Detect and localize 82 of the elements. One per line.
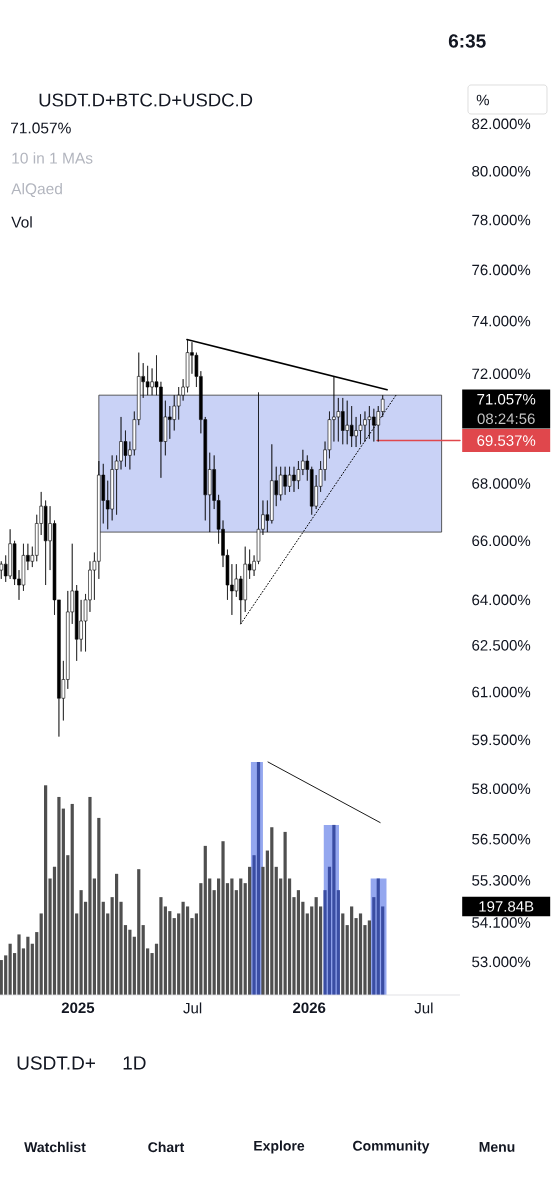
candlestick xyxy=(145,365,150,396)
text: Explore xyxy=(254,1140,305,1154)
bar xyxy=(88,796,92,995)
bar xyxy=(26,936,30,995)
bar xyxy=(137,869,141,995)
bar xyxy=(367,920,371,995)
y-tick-label: 66.000% xyxy=(472,535,531,547)
bar xyxy=(270,827,274,995)
bar xyxy=(283,831,287,995)
y-tick-label: 61.000% xyxy=(472,686,531,698)
bar xyxy=(159,897,163,995)
bar xyxy=(17,934,21,995)
x-tick-label: 2025 xyxy=(61,1002,95,1014)
bar xyxy=(8,943,12,995)
chart-subtitle: 71.057% xyxy=(11,122,71,134)
bar xyxy=(239,878,243,995)
bar xyxy=(314,897,318,995)
y-tick-label: 59.500% xyxy=(472,734,531,746)
y-tick-label: 56.500% xyxy=(472,833,531,845)
candlestick xyxy=(367,405,372,440)
x-tick-label: Jul xyxy=(414,1002,433,1014)
bar xyxy=(310,906,314,995)
annotation: 10 in 1 MAs xyxy=(12,152,93,164)
text: Menu xyxy=(479,1142,515,1152)
text: 1D xyxy=(123,1056,146,1070)
bar xyxy=(101,901,105,995)
y-tick-label: 82.000% xyxy=(472,118,531,130)
y-tick-label: 72.000% xyxy=(472,368,531,380)
bar xyxy=(79,890,83,995)
text: USDT.D+ xyxy=(17,1056,95,1070)
y-tick-label: 74.000% xyxy=(472,315,531,327)
bar xyxy=(4,955,8,995)
text: % xyxy=(476,94,489,106)
bar xyxy=(221,841,225,995)
bar xyxy=(114,873,119,995)
y-tick-label: 68.000% xyxy=(472,478,531,489)
candlestick xyxy=(358,413,363,445)
bar xyxy=(141,925,145,995)
bar xyxy=(350,906,354,995)
bar xyxy=(70,803,74,995)
bar xyxy=(97,817,101,995)
bar xyxy=(332,824,336,995)
bar xyxy=(376,878,380,995)
y-tick-label: 80.000% xyxy=(472,165,531,177)
bar xyxy=(177,913,181,995)
text: 08:24:56 xyxy=(477,413,535,425)
bar xyxy=(341,913,345,995)
text: 6:35 xyxy=(448,34,486,48)
bar xyxy=(44,785,48,995)
annotation: AlQaed xyxy=(11,182,62,198)
y-tick-label: 76.000% xyxy=(472,264,531,276)
bar xyxy=(185,906,190,995)
text: Watchlist xyxy=(24,1141,86,1153)
y-tick-label: 55.300% xyxy=(472,875,531,886)
bar xyxy=(358,913,363,995)
bar xyxy=(128,929,132,995)
y-tick-label: 78.000% xyxy=(472,214,531,226)
bar xyxy=(296,890,301,995)
bar xyxy=(57,796,61,995)
bar xyxy=(230,878,234,995)
y-tick-label: 54.100% xyxy=(472,917,531,928)
bar xyxy=(203,845,207,995)
y-tick-label: 64.000% xyxy=(472,594,531,606)
bar xyxy=(199,883,203,995)
text: Community xyxy=(353,1140,430,1154)
bar xyxy=(35,932,39,995)
bar xyxy=(181,901,185,995)
text: 71.057% xyxy=(477,393,536,405)
chart-title: USDT.D+BTC.D+USDC.D xyxy=(39,93,253,107)
bar xyxy=(274,866,278,995)
annotation: Vol xyxy=(11,216,32,228)
data-label: 69.537% xyxy=(477,435,536,446)
bar xyxy=(248,866,252,995)
candlestick xyxy=(287,466,292,493)
text: Chart xyxy=(148,1141,185,1153)
y-tick-label: 53.000% xyxy=(472,956,531,968)
text: 197.84B xyxy=(479,901,534,912)
x-tick-label: Jul xyxy=(183,1002,202,1014)
y-tick-label: 58.000% xyxy=(472,783,531,795)
x-tick-label: 2026 xyxy=(293,1002,326,1014)
y-tick-label: 62.500% xyxy=(472,640,531,651)
bar xyxy=(372,897,376,995)
